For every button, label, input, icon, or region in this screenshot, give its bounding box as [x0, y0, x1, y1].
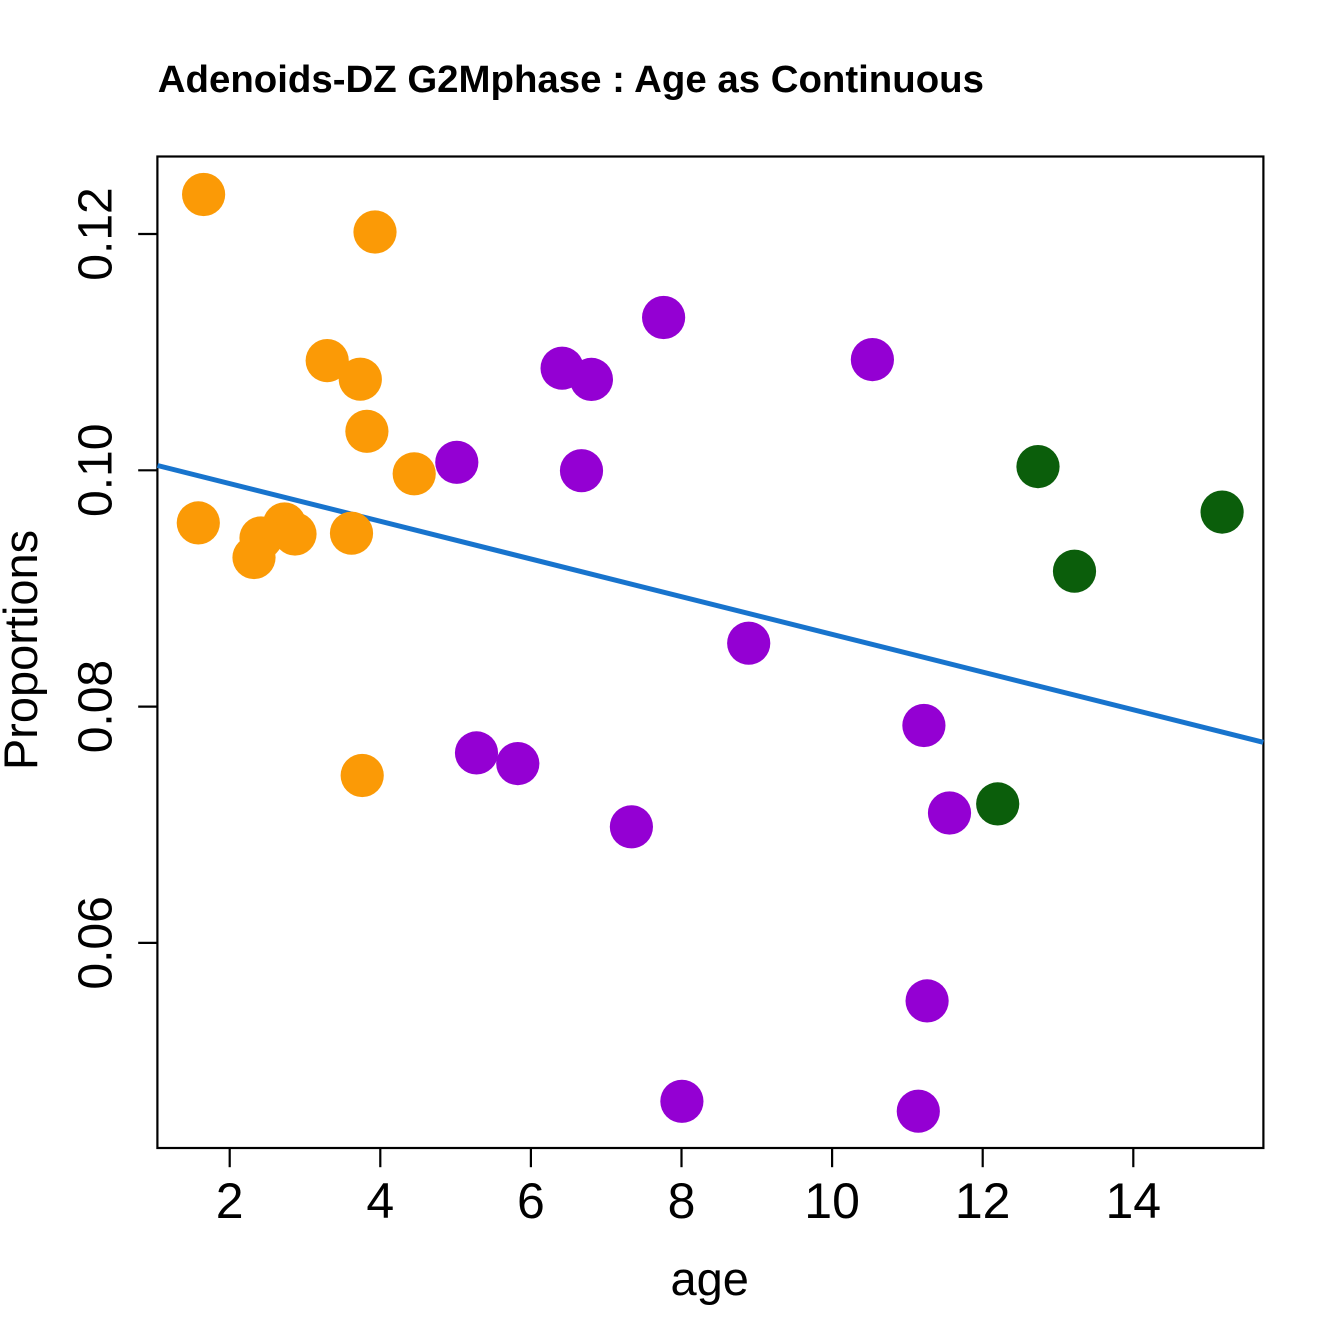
svg-text:6: 6 [517, 1173, 545, 1229]
svg-text:Adenoids-DZ G2Mphase : Age as: Adenoids-DZ G2Mphase : Age as Continuous [158, 58, 984, 101]
svg-text:2: 2 [216, 1173, 244, 1229]
svg-text:4: 4 [366, 1173, 394, 1229]
svg-text:8: 8 [668, 1173, 696, 1229]
svg-text:0.12: 0.12 [69, 187, 122, 280]
svg-text:0.06: 0.06 [69, 896, 122, 989]
svg-text:Proportions: Proportions [0, 530, 47, 770]
svg-text:0.08: 0.08 [69, 660, 122, 753]
svg-text:age: age [670, 1252, 748, 1305]
svg-text:14: 14 [1105, 1173, 1161, 1229]
svg-text:0.10: 0.10 [69, 424, 122, 517]
svg-text:10: 10 [804, 1173, 860, 1229]
svg-text:12: 12 [955, 1173, 1011, 1229]
